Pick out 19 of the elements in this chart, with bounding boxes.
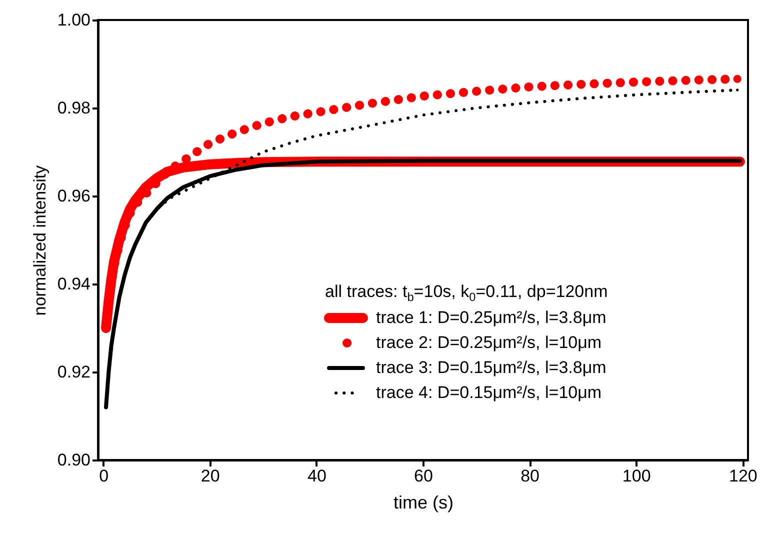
x-tick-label: 0: [99, 466, 109, 486]
x-tick-label: 80: [520, 466, 540, 486]
legend-label: trace 3: D=0.15μm²/s, l=3.8μm: [376, 358, 606, 377]
x-tick-label: 100: [622, 466, 651, 486]
x-tick-label: 120: [728, 466, 758, 486]
x-tick-label: 20: [200, 466, 220, 486]
y-tick-label: 0.90: [57, 450, 90, 470]
y-axis-title: normalized intensity: [30, 164, 50, 316]
x-tick-label: 40: [307, 466, 326, 486]
y-tick-label: 1.00: [57, 10, 90, 30]
y-tick-label: 0.92: [57, 362, 90, 382]
legend-label: trace 1: D=0.25μm²/s, l=3.8μm: [376, 308, 606, 327]
legend-label: trace 2: D=0.25μm²/s, l=10μm: [376, 333, 602, 352]
x-axis-title: time (s): [394, 492, 454, 512]
y-tick-label: 0.96: [57, 186, 90, 206]
y-tick-label: 0.98: [57, 98, 90, 118]
y-tick-label: 0.94: [57, 274, 90, 294]
x-tick-label: 60: [414, 466, 433, 486]
legend-label: trace 4: D=0.15μm²/s, l=10μm: [376, 383, 602, 402]
